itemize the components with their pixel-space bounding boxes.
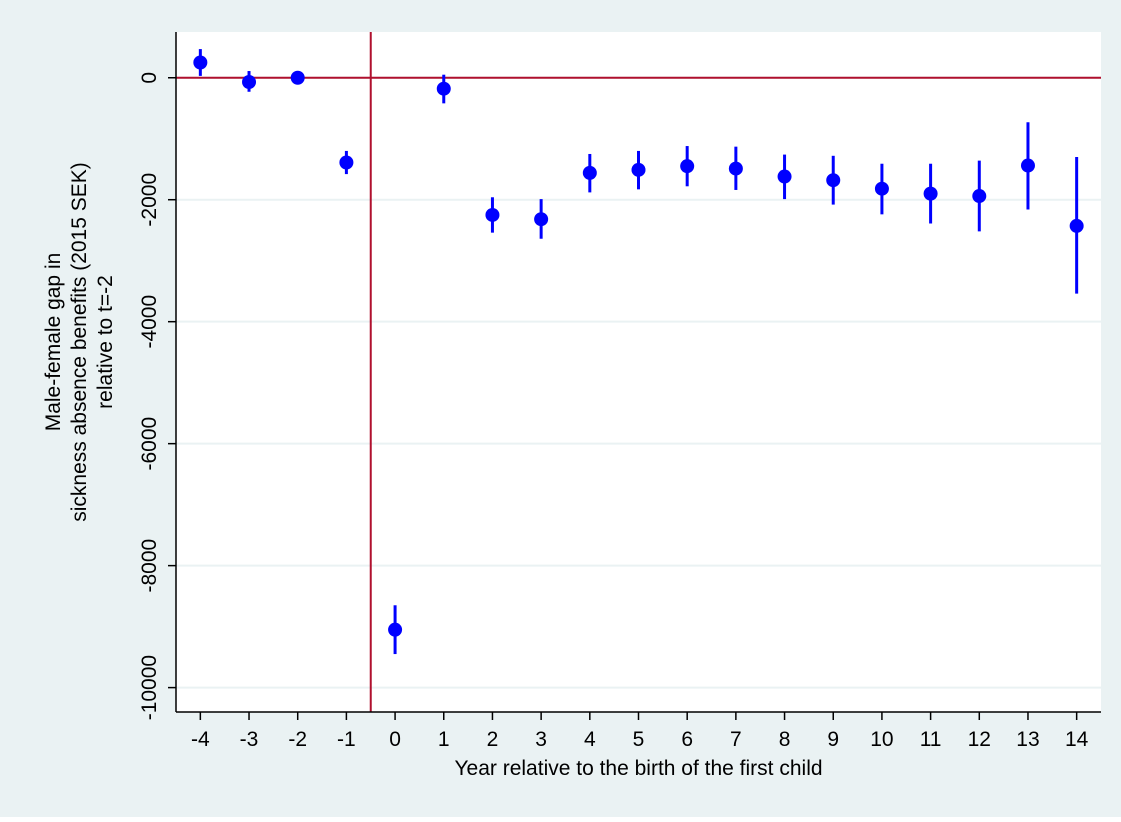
x-tick-label: 12 [968,728,991,751]
data-point [826,173,841,188]
data-points [193,55,1084,637]
y-tick-label: 0 [138,72,161,84]
y-tick-label: -4000 [138,295,161,349]
axes: 0-2000-4000-6000-8000-10000-4 -3 -2 -1 0 1 2 3 4… [138,32,1101,751]
x-tick-label: 9 [827,728,839,751]
x-tick-label: 2 [487,728,499,751]
y-axis-label-line-1: Male-female gap in [42,253,65,432]
x-tick-label: -1 [337,728,356,751]
plot-area [176,32,1101,712]
x-tick-label: -2 [288,728,307,751]
x-tick-label: -4 [191,728,210,751]
data-point [631,162,646,177]
x-tick-label: 14 [1065,728,1089,751]
y-tick-label: -2000 [138,173,161,227]
data-point [290,70,305,85]
x-tick-label: 8 [779,728,791,751]
x-tick-label: 11 [920,728,942,751]
y-tick-label: -6000 [138,417,161,471]
x-tick-label: 1 [438,728,450,751]
data-point [874,181,889,196]
data-point [339,155,354,170]
data-point [1020,158,1035,173]
x-tick-label: 7 [730,728,742,751]
data-point [436,81,451,96]
data-point [680,159,695,174]
data-point [1069,218,1084,233]
x-axis-label: Year relative to the birth of the first … [454,757,822,780]
x-tick-label: 4 [584,728,596,751]
data-point [972,189,987,204]
y-tick-label: -8000 [138,539,161,593]
y-axis-label-line-3: relative to t=-2 [94,275,117,409]
data-point [582,165,597,180]
data-point [728,161,743,176]
x-tick-label: 0 [389,728,401,751]
x-tick-label: -3 [240,728,259,751]
x-tick-label: 3 [535,728,547,751]
data-point [388,622,403,637]
x-tick-label: 13 [1016,728,1039,751]
data-point [242,75,257,90]
y-tick-label: -10000 [138,655,161,720]
data-point [534,212,549,227]
x-tick-label: 10 [870,728,893,751]
y-axis-label-line-2: sickness absence benefits (2015 SEK) [68,162,91,522]
x-tick-label: 5 [633,728,645,751]
reference-lines [176,32,1101,712]
data-point [485,207,500,222]
data-point [923,186,938,201]
y-axis-label: Male-female gap in sickness absence bene… [42,162,117,522]
x-tick-label: 6 [681,728,693,751]
data-point [193,55,208,70]
data-point [777,169,792,184]
